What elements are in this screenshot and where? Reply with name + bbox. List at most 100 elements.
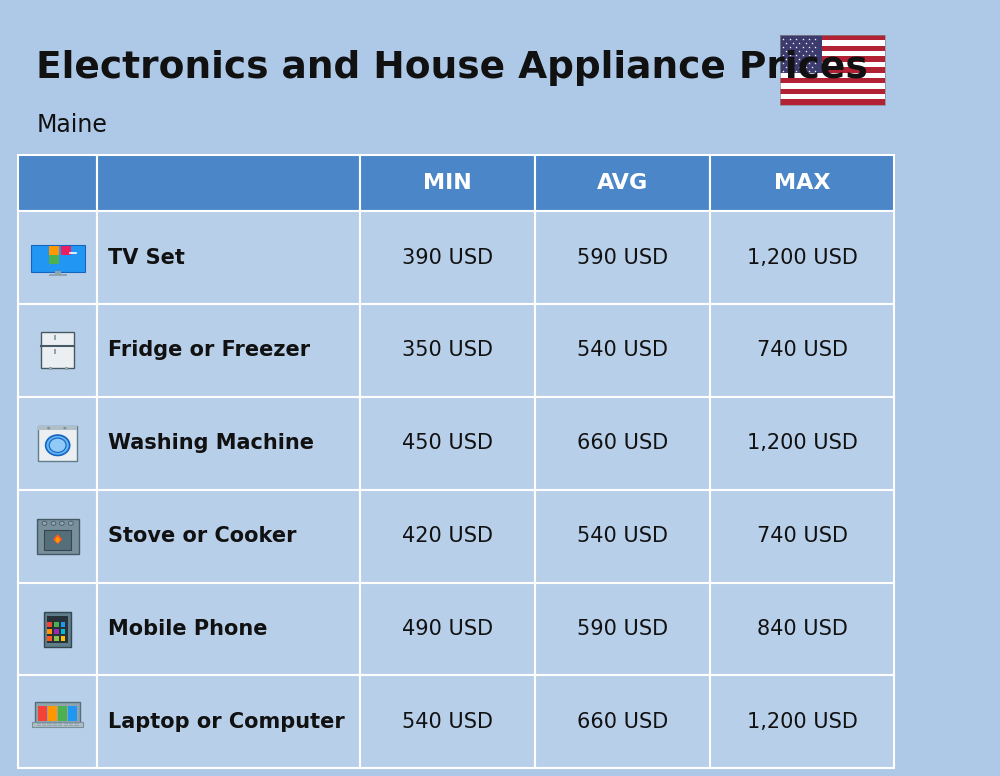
Bar <box>710 304 894 397</box>
Bar <box>61 636 65 641</box>
Bar <box>780 94 885 99</box>
Bar <box>54 636 59 641</box>
Text: AVG: AVG <box>597 173 648 193</box>
Circle shape <box>47 427 50 429</box>
Text: 740 USD: 740 USD <box>757 341 848 360</box>
Bar <box>710 490 894 583</box>
Bar <box>360 397 535 490</box>
Circle shape <box>63 427 66 429</box>
Bar <box>64 722 68 724</box>
Bar <box>38 426 77 430</box>
Bar <box>780 62 885 68</box>
Text: Mobile Phone: Mobile Phone <box>108 619 268 639</box>
Circle shape <box>49 438 66 452</box>
Bar <box>49 367 52 370</box>
Text: 350 USD: 350 USD <box>402 341 493 360</box>
Bar <box>97 675 360 768</box>
Bar <box>780 46 885 51</box>
Bar <box>44 611 71 647</box>
Text: 660 USD: 660 USD <box>577 433 668 453</box>
Bar <box>535 675 710 768</box>
Bar <box>54 622 59 627</box>
Text: 660 USD: 660 USD <box>577 712 668 732</box>
Text: 420 USD: 420 USD <box>402 526 493 546</box>
Text: 1,200 USD: 1,200 USD <box>747 248 857 268</box>
Bar <box>710 155 894 211</box>
Text: 450 USD: 450 USD <box>402 433 493 453</box>
Text: Stove or Cooker: Stove or Cooker <box>108 526 297 546</box>
Bar <box>97 583 360 675</box>
Bar <box>360 211 535 304</box>
Text: 590 USD: 590 USD <box>577 619 668 639</box>
Text: 740 USD: 740 USD <box>757 526 848 546</box>
Text: Washing Machine: Washing Machine <box>108 433 314 453</box>
Text: Fridge or Freezer: Fridge or Freezer <box>108 341 310 360</box>
Bar <box>49 255 59 264</box>
Text: MIN: MIN <box>423 173 472 193</box>
Bar <box>18 490 97 583</box>
Bar <box>41 332 74 369</box>
Polygon shape <box>54 535 61 543</box>
Text: Maine: Maine <box>36 113 107 137</box>
Bar <box>49 246 59 255</box>
Bar <box>780 83 885 88</box>
Text: 540 USD: 540 USD <box>577 526 668 546</box>
Bar <box>360 490 535 583</box>
Bar <box>535 397 710 490</box>
Bar <box>18 155 97 211</box>
Bar <box>32 722 83 727</box>
Circle shape <box>42 521 47 525</box>
Bar <box>47 629 52 634</box>
Bar <box>18 675 97 768</box>
Bar <box>68 706 77 721</box>
Bar <box>710 583 894 675</box>
Text: Laptop or Computer: Laptop or Computer <box>108 712 345 732</box>
Bar <box>780 57 885 62</box>
Bar <box>69 722 73 724</box>
Bar <box>61 622 65 627</box>
Bar <box>37 722 41 724</box>
Text: 390 USD: 390 USD <box>402 248 493 268</box>
Bar <box>58 706 67 721</box>
Bar <box>58 722 62 724</box>
Bar <box>61 246 71 255</box>
Bar <box>360 675 535 768</box>
Bar <box>780 35 822 72</box>
Bar <box>710 211 894 304</box>
Bar <box>61 629 65 634</box>
Text: 540 USD: 540 USD <box>577 341 668 360</box>
Bar <box>37 519 79 554</box>
Bar <box>18 211 97 304</box>
Bar <box>47 636 52 641</box>
Text: 590 USD: 590 USD <box>577 248 668 268</box>
Bar <box>780 88 885 94</box>
Bar <box>31 245 85 272</box>
Bar <box>535 211 710 304</box>
Bar <box>55 271 61 274</box>
Bar <box>780 99 885 105</box>
Bar <box>535 583 710 675</box>
Bar <box>47 725 52 726</box>
Bar <box>18 304 97 397</box>
Bar <box>54 629 59 634</box>
Bar <box>780 35 885 105</box>
Bar <box>360 304 535 397</box>
Bar <box>65 367 68 370</box>
Bar <box>780 51 885 57</box>
Bar <box>360 155 535 211</box>
Bar <box>42 722 46 724</box>
Circle shape <box>46 435 70 456</box>
Bar <box>47 622 52 627</box>
Bar <box>780 68 885 72</box>
Text: 540 USD: 540 USD <box>402 712 493 732</box>
Circle shape <box>68 521 73 525</box>
Bar <box>710 675 894 768</box>
Bar <box>535 155 710 211</box>
Text: Electronics and House Appliance Prices: Electronics and House Appliance Prices <box>36 50 868 86</box>
Bar <box>360 583 535 675</box>
Bar <box>61 255 71 264</box>
Circle shape <box>59 521 64 525</box>
Bar <box>54 349 56 355</box>
Bar <box>42 725 46 726</box>
Bar <box>64 725 68 726</box>
